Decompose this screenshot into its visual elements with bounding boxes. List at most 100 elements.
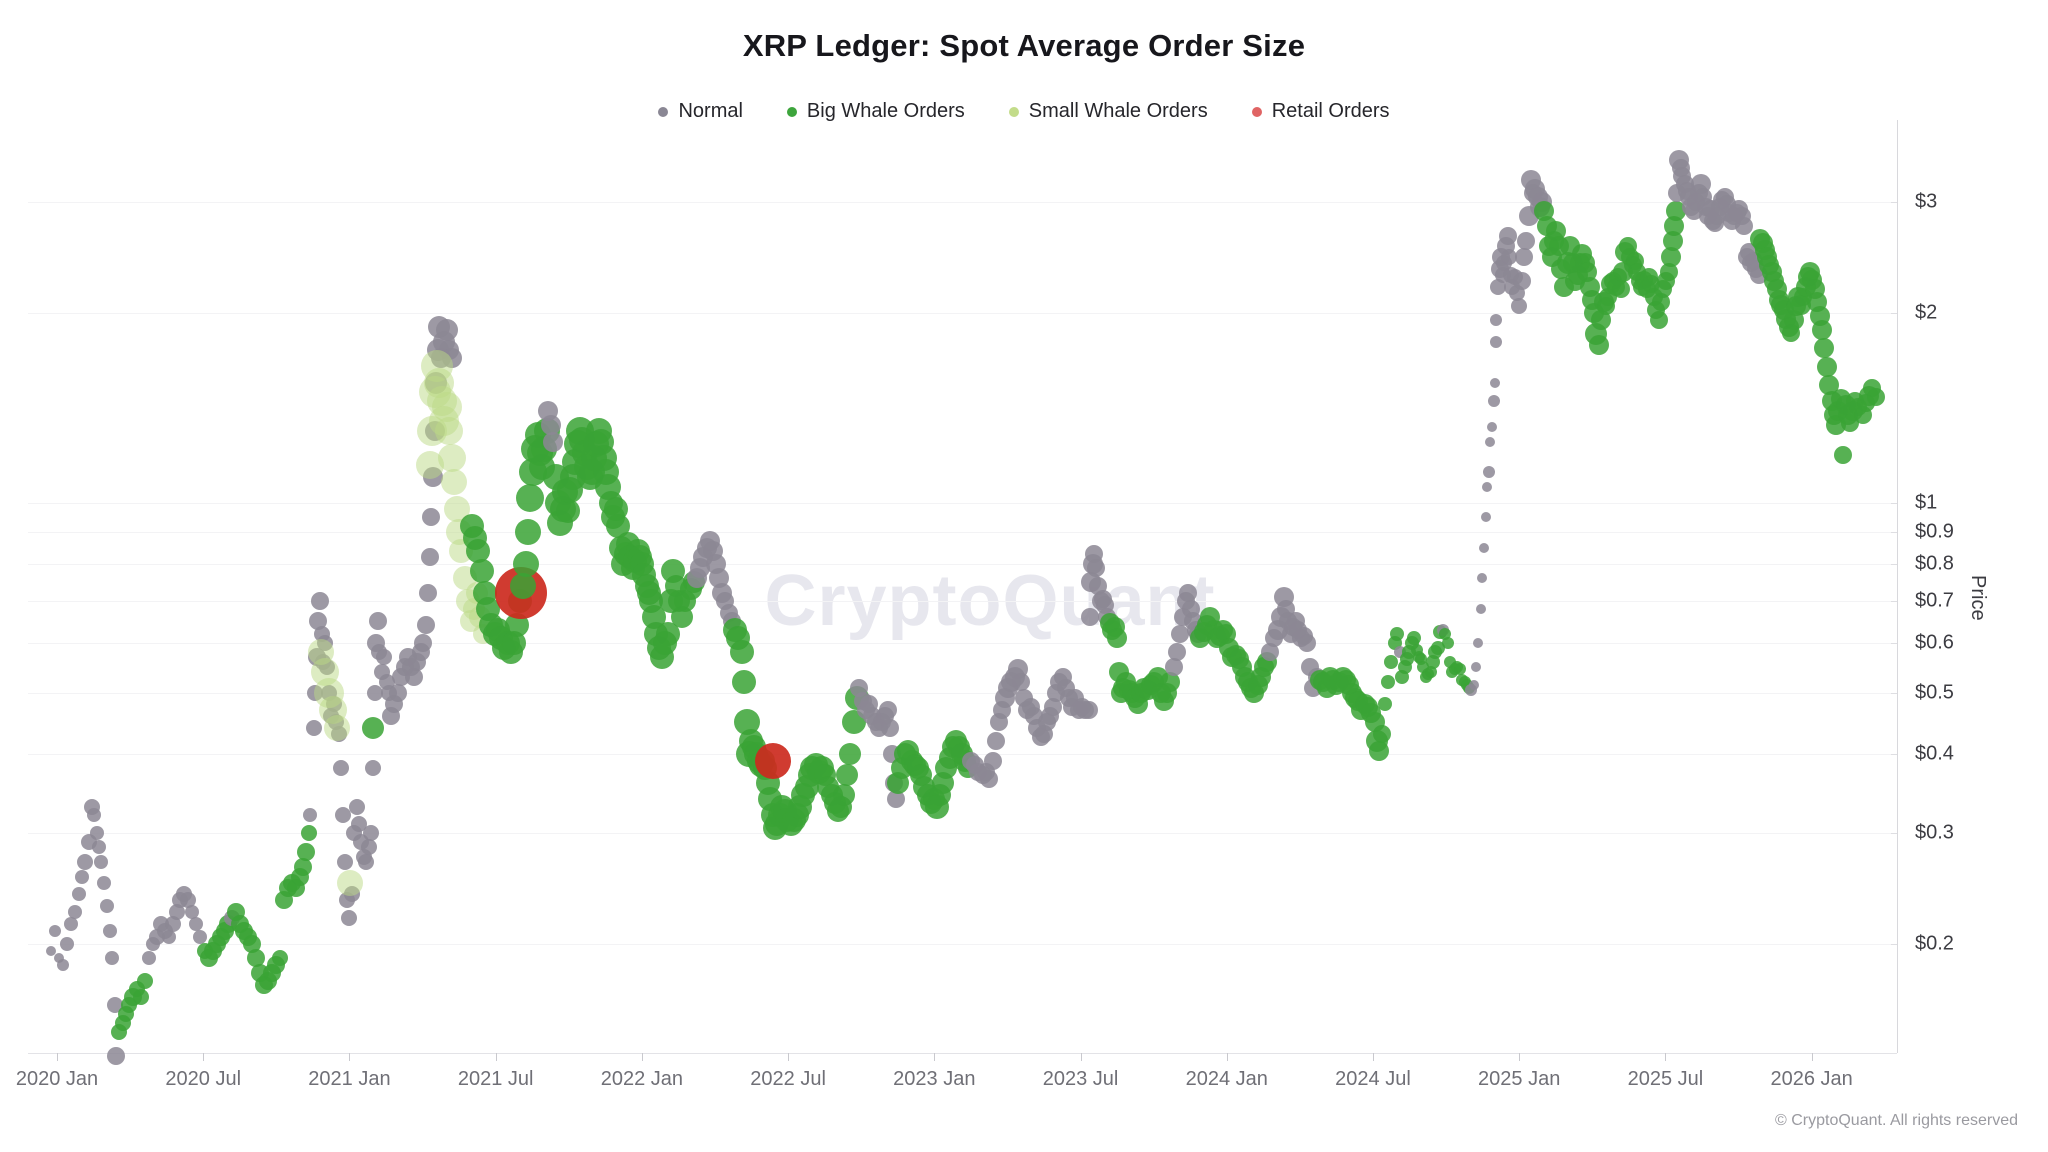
x-tick-label: 2026 Jan: [1770, 1068, 1853, 1090]
y-axis-title: Price: [1967, 575, 1989, 621]
data-point: [1489, 377, 1500, 388]
data-point: [1834, 446, 1853, 465]
data-point: [1479, 542, 1490, 553]
data-point: [324, 714, 351, 741]
data-point: [107, 1046, 126, 1065]
x-tick-mark: [57, 1053, 58, 1061]
legend-marker-icon: [658, 106, 669, 117]
data-point: [1485, 436, 1496, 447]
y-tick-mark: [1891, 503, 1897, 504]
data-point: [77, 853, 94, 870]
legend-marker-icon: [1251, 106, 1262, 117]
data-point: [294, 857, 313, 876]
data-point: [405, 667, 424, 686]
data-point: [435, 417, 464, 446]
data-point: [1652, 293, 1671, 312]
data-point: [1487, 421, 1498, 432]
data-point: [431, 391, 462, 422]
gridline: [28, 564, 1897, 566]
data-point: [886, 789, 905, 808]
x-tick-label: 2023 Jul: [1042, 1068, 1119, 1090]
data-point: [1471, 661, 1482, 672]
data-point: [1081, 607, 1100, 626]
data-point: [1866, 388, 1885, 407]
x-tick-label: 2021 Jul: [457, 1068, 534, 1090]
y-tick-mark: [1891, 313, 1897, 315]
data-point: [543, 431, 564, 452]
data-point: [469, 559, 494, 584]
y-tick-label: $0.5: [1915, 681, 1954, 704]
data-point: [56, 959, 69, 972]
y-tick-mark: [1891, 692, 1897, 694]
copyright-notice: © CryptoQuant. All rights reserved: [1775, 1112, 2018, 1129]
data-point: [1106, 628, 1127, 649]
data-point: [87, 808, 102, 823]
legend-item-big-whale-orders[interactable]: Big Whale Orders: [786, 100, 965, 123]
gridline: [28, 642, 1897, 644]
data-point: [441, 468, 468, 495]
x-tick-mark: [934, 1053, 936, 1061]
data-point: [1430, 640, 1445, 655]
data-point: [555, 499, 580, 524]
y-tick-label: $0.4: [1915, 742, 1954, 765]
data-point: [164, 916, 181, 933]
data-point: [1816, 357, 1837, 378]
data-point: [366, 684, 383, 701]
data-point: [348, 798, 365, 815]
x-tick-label: 2023 Jan: [893, 1068, 976, 1090]
x-tick-mark: [1372, 1053, 1374, 1061]
data-point: [1588, 334, 1609, 355]
data-point: [1086, 558, 1105, 577]
y-tick-mark: [1891, 600, 1897, 602]
data-point: [980, 770, 999, 789]
data-point: [1372, 725, 1391, 744]
data-point: [1384, 654, 1399, 669]
data-point: [1735, 216, 1754, 235]
y-tick-mark: [1891, 201, 1897, 203]
data-point: [1482, 482, 1493, 493]
y-tick-label: $1: [1915, 491, 1938, 514]
data-point: [1079, 700, 1098, 719]
data-point: [1381, 675, 1396, 690]
legend-item-retail-orders[interactable]: Retail Orders: [1251, 100, 1390, 123]
y-tick-label: $2: [1915, 301, 1938, 324]
x-tick-label: 2025 Jan: [1478, 1068, 1561, 1090]
data-point: [49, 924, 62, 937]
data-point: [732, 670, 757, 695]
data-point: [132, 988, 149, 1005]
x-tick-mark: [203, 1053, 205, 1061]
data-point: [1487, 395, 1500, 408]
legend-item-normal[interactable]: Normal: [658, 100, 743, 123]
data-point: [136, 972, 153, 989]
gridline: [28, 832, 1897, 834]
data-point: [1490, 313, 1503, 326]
data-point: [351, 815, 368, 832]
data-point: [1369, 740, 1390, 761]
data-point: [53, 953, 64, 964]
x-tick-mark: [641, 1053, 643, 1061]
data-point: [416, 616, 435, 635]
data-point: [337, 853, 354, 870]
x-tick-mark: [1226, 1053, 1228, 1061]
legend-marker-icon: [1008, 106, 1019, 117]
legend-item-small-whale-orders[interactable]: Small Whale Orders: [1008, 100, 1208, 123]
x-tick-mark: [495, 1053, 497, 1061]
y-tick-mark: [1891, 531, 1897, 533]
data-point: [102, 923, 117, 938]
data-point: [1298, 633, 1317, 652]
data-point: [983, 752, 1002, 771]
data-point: [1407, 631, 1422, 646]
data-point: [1482, 465, 1495, 478]
data-point: [1468, 679, 1479, 690]
data-point: [59, 937, 74, 952]
data-point: [1501, 249, 1518, 266]
y-tick-label: $0.6: [1915, 631, 1954, 654]
data-point: [1179, 584, 1198, 603]
data-point: [881, 718, 900, 737]
data-point: [310, 591, 329, 610]
gridline: [28, 944, 1897, 946]
data-point: [1665, 201, 1686, 222]
x-tick-mark: [1519, 1053, 1521, 1061]
gridline: [28, 313, 1897, 315]
